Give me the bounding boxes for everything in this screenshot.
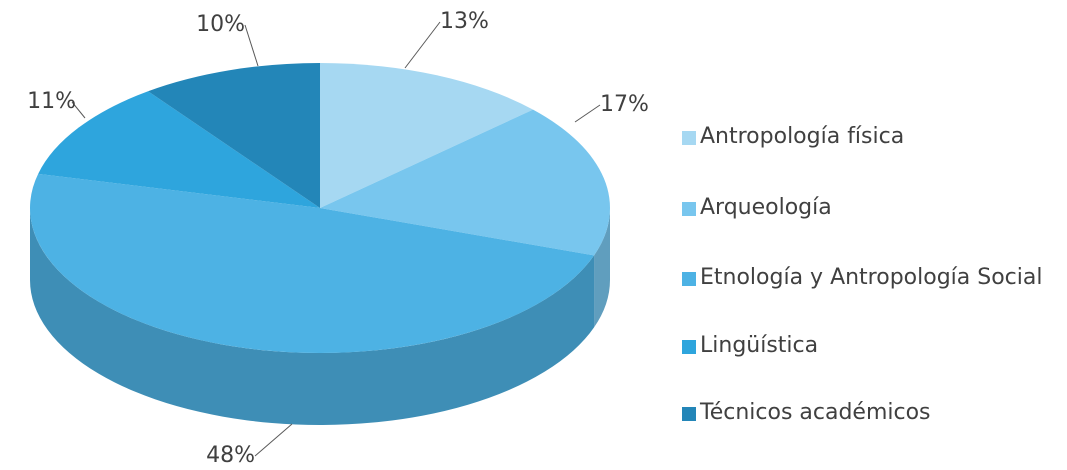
legend-item: Arqueología (682, 196, 1052, 220)
leader-line (574, 104, 601, 123)
data-label: 13% (440, 9, 489, 34)
legend-label: Arqueología (700, 195, 832, 220)
legend-label: Etnología y Antropología Social (700, 265, 1043, 290)
pie-slice (320, 109, 610, 256)
data-label: 48% (206, 443, 255, 468)
legend-label: Lingüística (700, 333, 819, 358)
leader-line (254, 423, 293, 457)
pie-slice (148, 63, 320, 208)
legend-item: Antropología física (682, 125, 1052, 149)
legend-swatch (682, 131, 696, 145)
pie-slice (30, 173, 595, 353)
pie-slice (320, 63, 534, 208)
data-label: 17% (600, 92, 649, 117)
legend-label: Técnicos académicos (700, 400, 931, 425)
legend-item: Técnicos académicos (682, 401, 1052, 425)
leader-line (244, 24, 259, 67)
pie-side (594, 208, 610, 328)
legend-item: Lingüística (682, 334, 1052, 358)
legend-swatch (682, 272, 696, 286)
leader-line (71, 101, 86, 119)
legend-swatch (682, 407, 696, 421)
legend-swatch (682, 340, 696, 354)
leader-line (404, 21, 441, 69)
legend-swatch (682, 202, 696, 216)
data-label: 10% (196, 12, 245, 37)
data-label: 11% (27, 89, 76, 114)
legend-label: Antropología física (700, 124, 905, 149)
legend-item: Etnología y Antropología Social (682, 266, 1052, 290)
pie-side (30, 208, 595, 425)
pie-slice (38, 91, 320, 208)
